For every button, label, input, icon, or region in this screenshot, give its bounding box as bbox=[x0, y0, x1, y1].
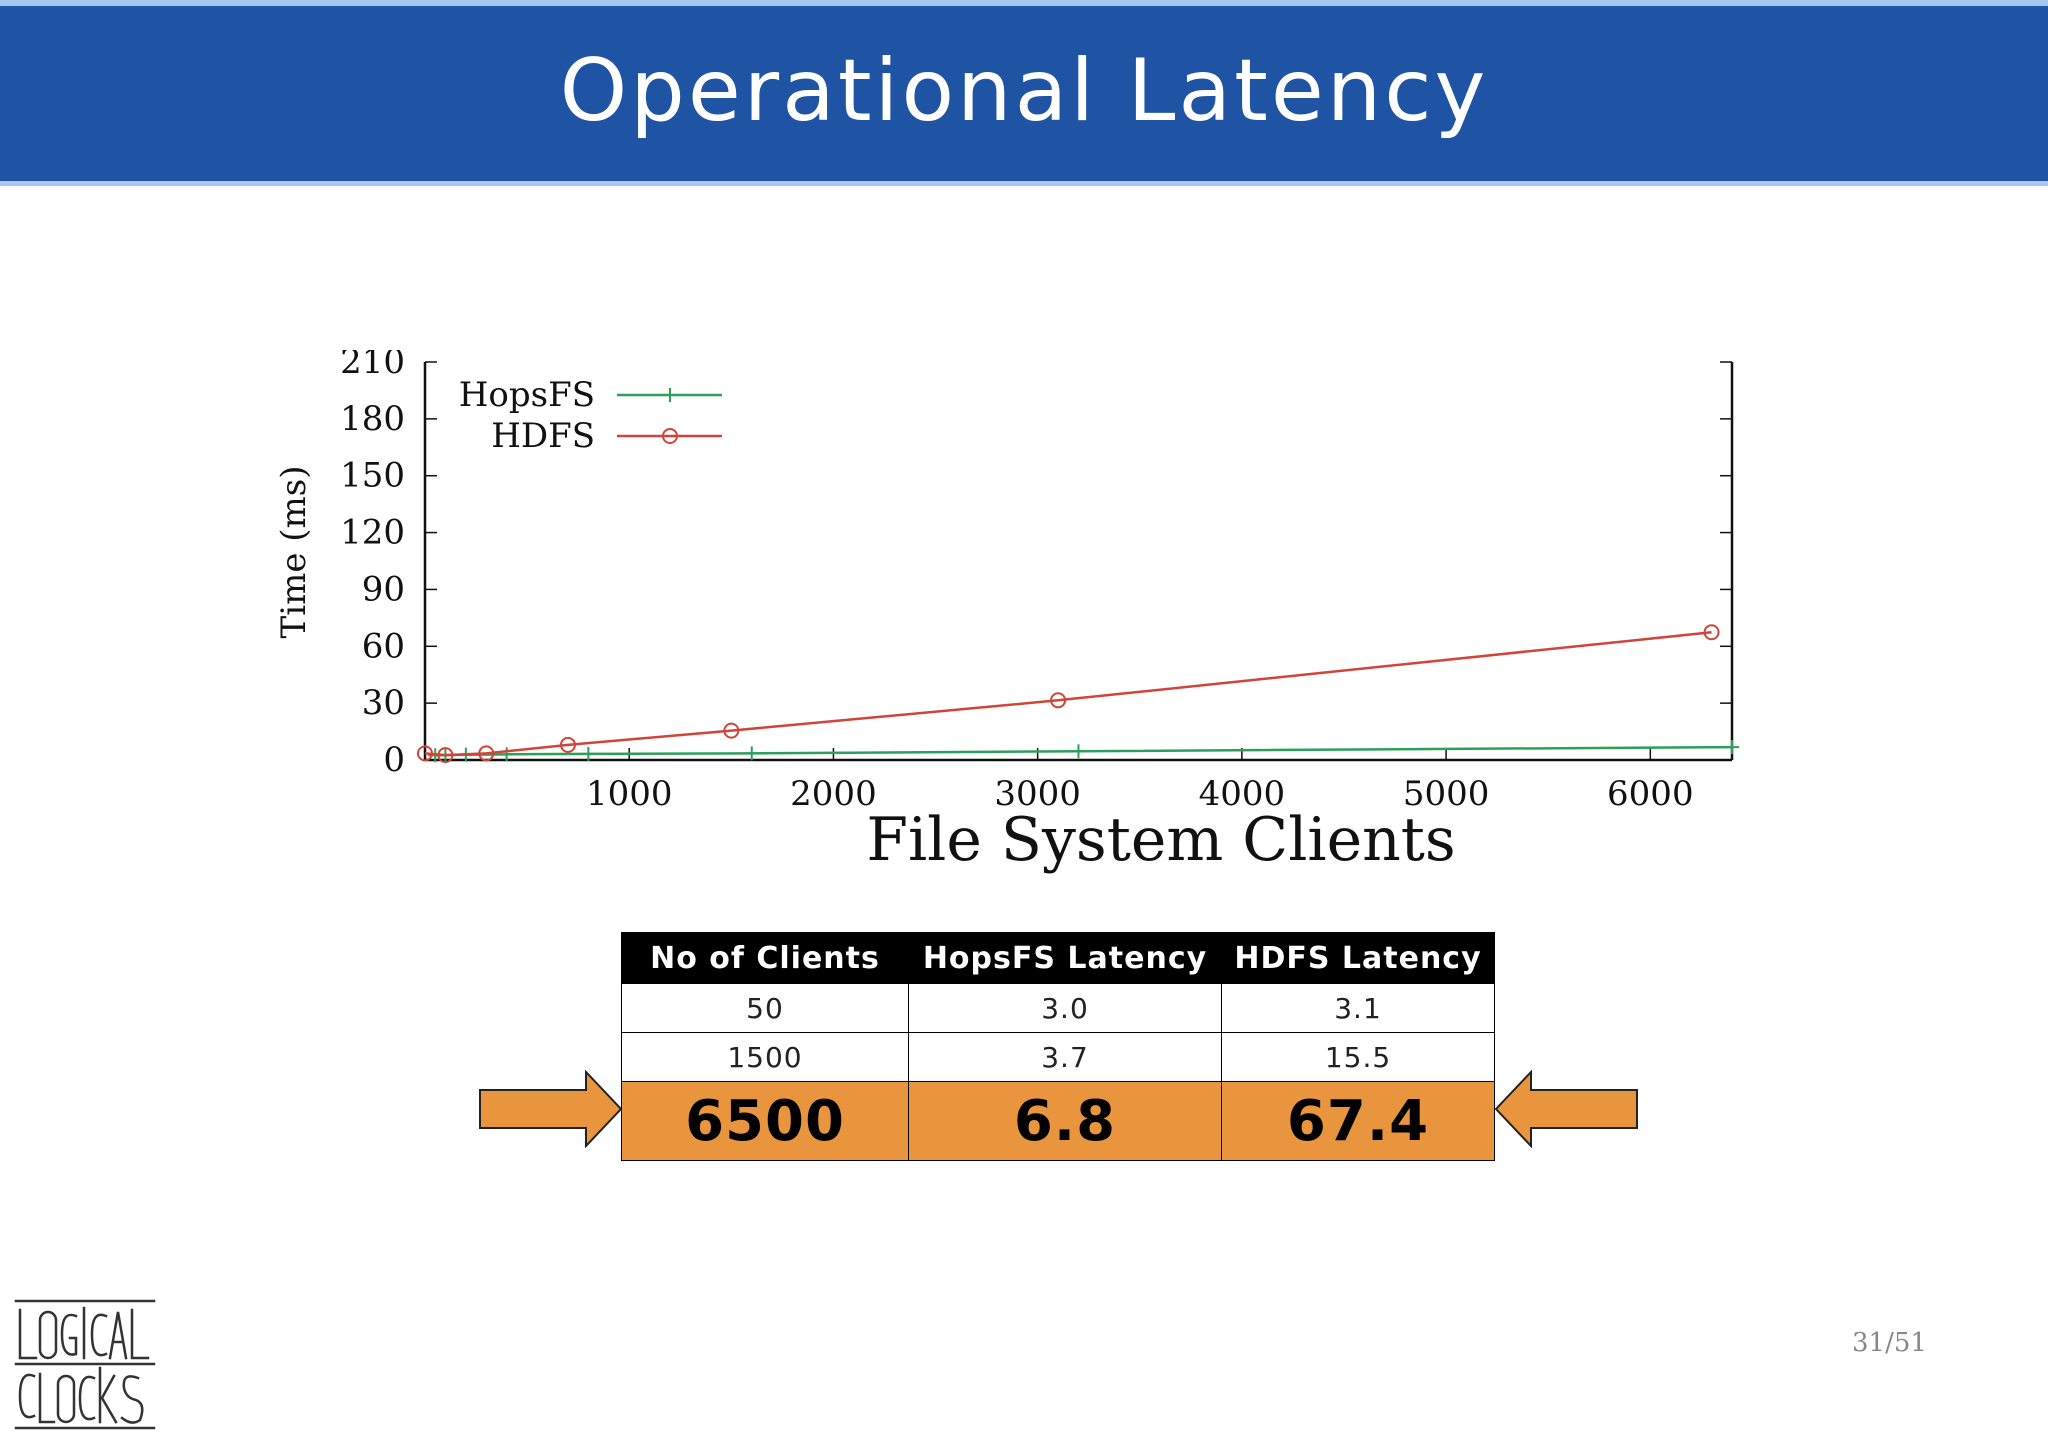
x-tick-label: 2000 bbox=[790, 774, 877, 814]
data-point-hopsfs bbox=[499, 747, 514, 762]
chart-series bbox=[417, 624, 1739, 764]
table-cell: 3.0 bbox=[908, 983, 1222, 1033]
legend-label-hdfs: HDFS bbox=[491, 416, 595, 456]
data-point-hdfs bbox=[417, 745, 433, 762]
legend-label-hopsfs: HopsFS bbox=[459, 375, 595, 415]
data-point-hdfs bbox=[1050, 692, 1067, 709]
table-row: 50 3.0 3.1 bbox=[621, 983, 1495, 1033]
legend-marker-hopsfs bbox=[663, 388, 677, 402]
y-tick-label: 180 bbox=[340, 399, 405, 439]
table-cell: 6500 bbox=[621, 1081, 909, 1161]
header-hdfs-latency: HDFS Latency bbox=[1221, 932, 1495, 984]
data-point-hopsfs bbox=[581, 746, 596, 761]
table-cell: 50 bbox=[621, 983, 909, 1033]
x-tick-label: 6000 bbox=[1607, 774, 1694, 814]
data-point-hdfs bbox=[559, 736, 576, 753]
table-cell: 6.8 bbox=[908, 1081, 1222, 1161]
y-tick-label: 120 bbox=[340, 513, 405, 553]
y-tick-label: 90 bbox=[362, 569, 405, 609]
chart-axes bbox=[423, 362, 1734, 762]
data-point-hopsfs bbox=[1071, 744, 1086, 759]
table-row-highlight: 6500 6.8 67.4 bbox=[621, 1081, 1495, 1161]
data-point-hopsfs bbox=[1725, 740, 1739, 755]
table-cell: 67.4 bbox=[1221, 1081, 1495, 1161]
y-tick-label: 0 bbox=[383, 740, 405, 780]
table-header-row: No of Clients HopsFS Latency HDFS Latenc… bbox=[621, 932, 1495, 984]
table-cell: 3.7 bbox=[908, 1032, 1222, 1082]
data-point-hdfs bbox=[723, 722, 740, 739]
table-cell: 15.5 bbox=[1221, 1032, 1495, 1082]
y-axis-label: Time (ms) bbox=[274, 466, 314, 639]
arrow-left-icon bbox=[1494, 1070, 1638, 1148]
legend-marker-hdfs bbox=[662, 428, 678, 444]
title-bar: Operational Latency bbox=[0, 0, 2048, 186]
y-tick-label: 30 bbox=[362, 683, 405, 723]
slide-number: 31/51 bbox=[1852, 1328, 1927, 1358]
header-hopsfs-latency: HopsFS Latency bbox=[908, 932, 1222, 984]
data-point-hopsfs bbox=[744, 746, 759, 761]
latency-table: No of Clients HopsFS Latency HDFS Latenc… bbox=[621, 932, 1495, 1161]
table-cell: 1500 bbox=[621, 1032, 909, 1082]
latency-chart: 0 30 60 90 120 150 180 210 1000 2000 3000 4000 5000 6… bbox=[274, 350, 1739, 875]
x-tick-label: 1000 bbox=[586, 774, 673, 814]
chart-ticks: 0 30 60 90 120 150 180 210 1000 2000 3000 4000 5000 6… bbox=[340, 350, 1732, 814]
x-tick-label: 4000 bbox=[1199, 774, 1286, 814]
data-point-hdfs bbox=[1703, 624, 1720, 641]
x-tick-label: 3000 bbox=[994, 774, 1081, 814]
x-tick-label: 5000 bbox=[1403, 774, 1490, 814]
x-axis-label: File System Clients bbox=[866, 805, 1455, 875]
page-title: Operational Latency bbox=[559, 40, 1489, 141]
y-tick-label: 150 bbox=[340, 456, 405, 496]
y-tick-label: 60 bbox=[362, 626, 405, 666]
table-row: 1500 3.7 15.5 bbox=[621, 1032, 1495, 1082]
y-tick-label: 210 bbox=[340, 350, 405, 382]
data-point-hdfs bbox=[478, 745, 495, 762]
data-point-hdfs bbox=[437, 747, 454, 764]
series-line-hdfs bbox=[424, 631, 1712, 757]
page-current: 31 bbox=[1852, 1328, 1886, 1358]
page-total: /51 bbox=[1885, 1328, 1927, 1358]
header-clients: No of Clients bbox=[621, 932, 909, 984]
table-cell: 3.1 bbox=[1221, 983, 1495, 1033]
arrow-right-icon bbox=[479, 1070, 623, 1148]
logical-clocks-logo bbox=[14, 1299, 156, 1430]
